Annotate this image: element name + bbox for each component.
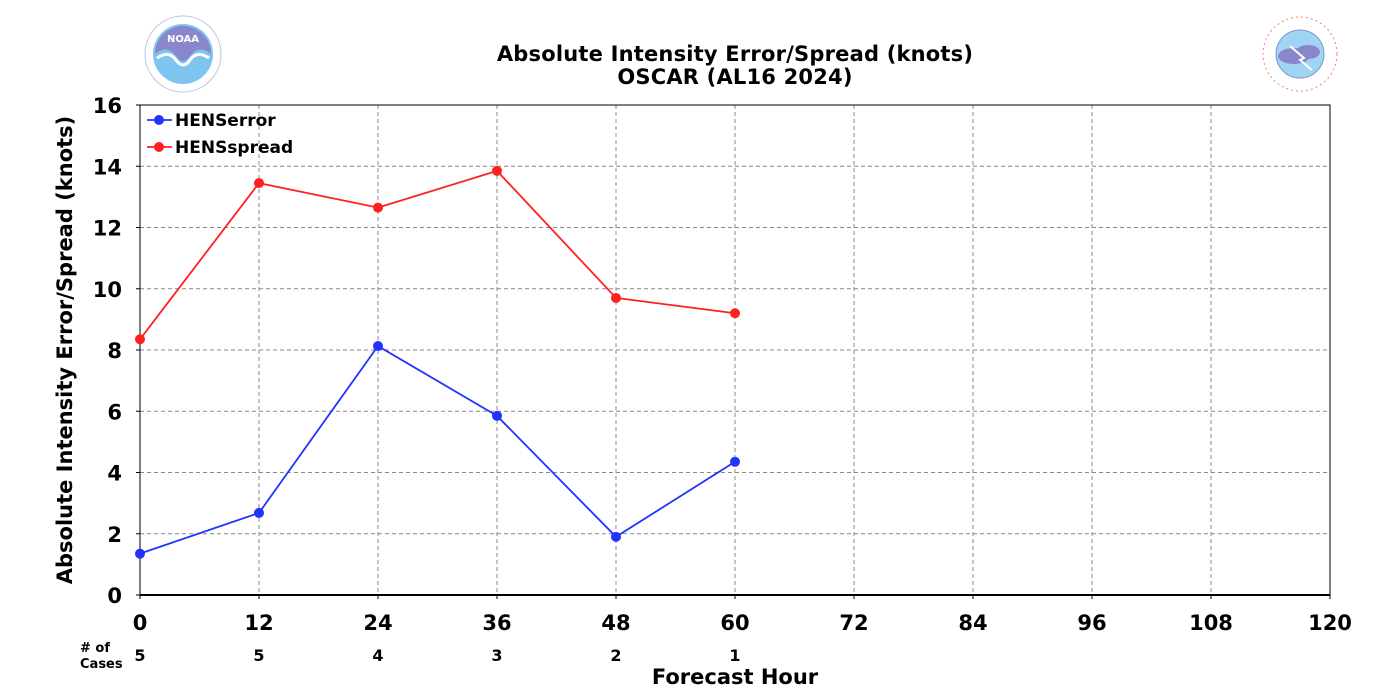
cases-label: Cases [80, 657, 123, 672]
data-point-HENSerror [373, 341, 383, 352]
x-tick-label: 72 [839, 611, 868, 635]
chart-legend: HENSerror HENSspread [147, 111, 293, 158]
data-point-HENSspread [492, 165, 502, 176]
legend-label: HENSspread [175, 138, 293, 158]
case-count: 5 [253, 646, 264, 665]
y-tick-label: 2 [107, 523, 122, 547]
y-tick-label: 12 [93, 217, 122, 241]
case-count: 2 [610, 646, 621, 665]
data-point-HENSspread [135, 334, 145, 345]
nws-logo-icon [1262, 16, 1338, 92]
data-point-HENSspread [730, 308, 740, 319]
x-axis-label: Forecast Hour [652, 665, 819, 689]
data-point-HENSerror [730, 456, 740, 467]
noaa-logo-text: NOAA [167, 34, 199, 45]
data-point-HENSspread [373, 202, 383, 213]
x-tick-label: 36 [482, 611, 511, 635]
x-tick-label: 24 [363, 611, 392, 635]
x-tick-label: 48 [601, 611, 630, 635]
y-tick-label: 10 [93, 278, 122, 302]
legend-marker [154, 115, 164, 125]
case-count: 3 [491, 646, 502, 665]
y-tick-label: 6 [107, 400, 122, 424]
cases-label: # of [80, 641, 110, 656]
y-tick-label: 4 [107, 462, 122, 486]
chart-subtitle: OSCAR (AL16 2024) [617, 65, 853, 89]
x-tick-label: 96 [1077, 611, 1106, 635]
data-point-HENSerror [135, 548, 145, 559]
y-tick-label: 8 [107, 339, 122, 363]
data-point-HENSspread [254, 178, 264, 189]
data-point-HENSspread [611, 292, 621, 303]
y-tick-label: 16 [93, 94, 122, 118]
data-point-HENSerror [492, 410, 502, 421]
x-tick-label: 12 [244, 611, 273, 635]
case-count: 1 [729, 646, 740, 665]
chart-title: Absolute Intensity Error/Spread (knots) [496, 42, 974, 66]
case-count: 4 [372, 646, 383, 665]
case-count: 5 [134, 646, 145, 665]
y-tick-label: 0 [107, 584, 122, 608]
x-tick-label: 120 [1308, 611, 1352, 635]
series-line-HENSerror [139, 344, 736, 555]
noaa-logo-icon: NOAA [144, 15, 222, 93]
x-tick-label: 0 [133, 611, 148, 635]
y-tick-label: 14 [93, 155, 122, 179]
series-line-HENSspread [139, 169, 736, 340]
data-point-HENSerror [611, 531, 621, 542]
legend-label: HENSerror [175, 111, 276, 131]
y-axis-label: Absolute Intensity Error/Spread (knots) [53, 116, 77, 585]
x-tick-label: 60 [720, 611, 749, 635]
data-point-HENSerror [254, 507, 264, 518]
x-tick-label: 84 [958, 611, 987, 635]
chart-series [135, 165, 740, 559]
legend-marker [154, 142, 164, 152]
chart-grid [140, 105, 1330, 595]
x-tick-label: 108 [1189, 611, 1233, 635]
